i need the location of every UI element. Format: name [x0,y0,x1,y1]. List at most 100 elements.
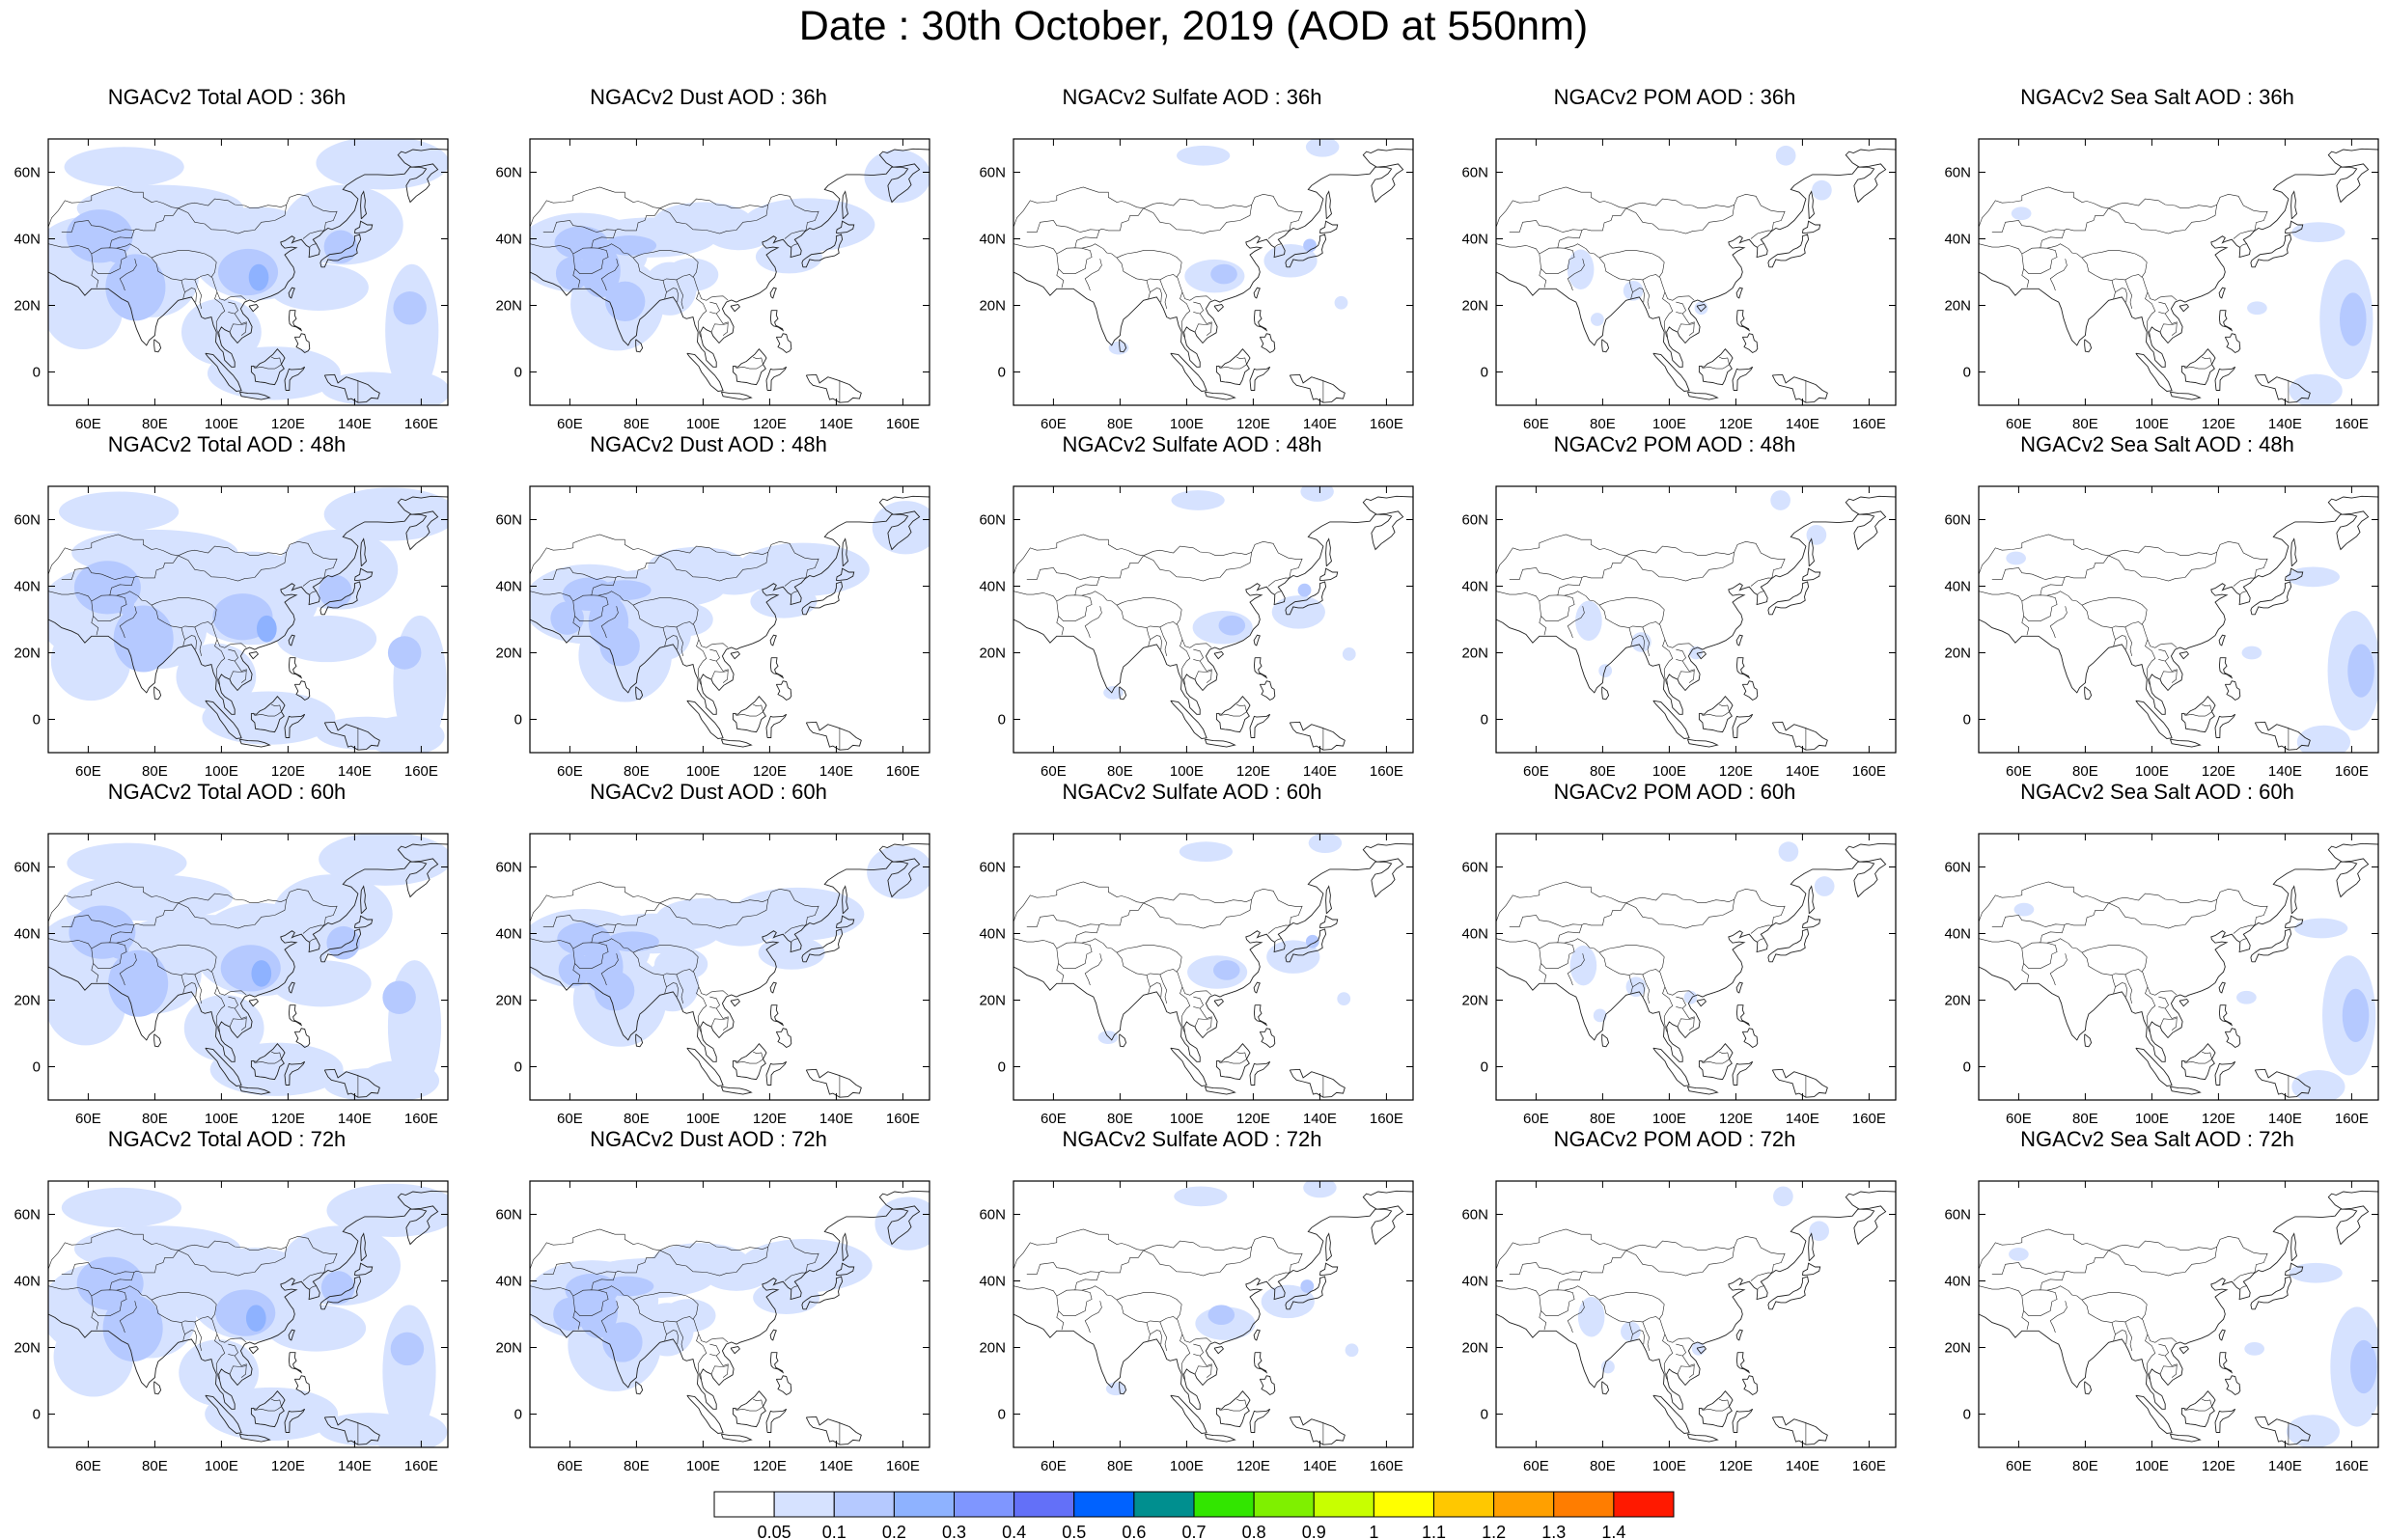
coastline [635,339,644,353]
country-border [2108,1247,2217,1277]
coastline [765,713,788,738]
coastline [1119,1033,1127,1048]
coastline [720,1433,753,1443]
country-border [2233,1272,2255,1281]
coastline [1253,1329,1261,1341]
lat-tick-label: 40N [1944,232,1971,248]
map-panel-seasalt: NGACv2 Sea Salt AOD : 72h 60E 80E 100E 120E 1… [1930,1127,2384,1474]
aod-shade [604,281,646,322]
coastline [205,1047,242,1086]
country-border [1496,243,1540,255]
lon-tick-label: 120E [1236,763,1270,780]
lat-tick-label: 0 [998,712,1006,729]
lon-tick-label: 160E [2335,763,2369,780]
country-border [214,291,226,338]
lon-tick-label: 100E [1170,1458,1204,1474]
country-border [2159,1365,2178,1375]
country-border [1496,1285,1540,1297]
country-border [1218,356,1247,370]
country-border [184,288,197,303]
country-border [1193,301,1204,315]
colorbar-label: 0.5 [1062,1523,1086,1540]
country-border [1274,243,1282,248]
lat-tick-label: 0 [1481,1059,1488,1076]
country-border [1274,591,1282,595]
lat-tick-label: 0 [33,712,41,729]
coastline [769,657,785,679]
coastline [2290,885,2297,915]
country-border [180,975,185,994]
country-border [2158,1354,2178,1378]
coastline [1696,650,1707,660]
coastline [1771,721,1828,751]
coastline [288,1352,303,1374]
lat-tick-label: 20N [1944,646,1971,662]
coastline [1213,998,1225,1007]
aod-shade [256,615,277,643]
map-plot: 60E 80E 100E 120E 140E 160E 0 20N 40N 60N [495,485,930,780]
coastline [1496,495,1896,715]
coastline [720,391,753,400]
aod-shade [1266,940,1320,974]
country-border [48,938,93,949]
map-plot: 60E 80E 100E 120E 140E 160E 0 20N 40N 60N [979,1180,1414,1474]
lon-tick-label: 60E [1523,416,1549,432]
country-border [666,288,679,303]
lon-tick-label: 140E [819,416,853,432]
map-plot: 60E 80E 100E 120E 140E 160E 0 20N 40N 60N [14,138,449,432]
coastline [248,998,260,1007]
colorbar-swatch [1433,1491,1495,1518]
country-border [109,193,338,248]
lon-tick-label: 160E [886,416,920,432]
map-background [1496,834,1896,1100]
colorbar-swatch [1013,1491,1075,1518]
country-border [1557,193,1786,248]
aod-shade [2291,222,2345,242]
coastline [238,738,271,748]
panel-title: NGACv2 Sea Salt AOD : 48h [2020,432,2294,456]
lon-tick-label: 100E [686,416,720,432]
lon-tick-label: 100E [2135,1458,2169,1474]
coastline [1808,190,1815,220]
aod-field [48,1181,448,1447]
coastline [1741,1028,1759,1049]
country-border [1084,953,1102,986]
country-border [696,986,708,1032]
aod-field [1979,486,2378,753]
country-border [178,1247,287,1277]
aod-shade [1345,1343,1359,1358]
country-border [1662,291,1674,338]
coastline [769,1329,777,1341]
lon-tick-label: 80E [624,1111,650,1127]
lon-tick-label: 80E [1590,1458,1616,1474]
lon-tick-label: 160E [404,1458,438,1474]
lat-tick-label: 0 [998,1407,1006,1423]
aod-shade [600,1276,654,1297]
aod-shade [867,845,930,899]
coastline [2179,650,2190,660]
lat-tick-label: 60N [979,1207,1006,1224]
country-border [2115,1330,2127,1345]
coastline [250,1043,286,1081]
aod-shade [1263,244,1318,278]
coastline [205,1394,242,1434]
lat-tick-label: 0 [1481,712,1488,729]
country-border [2111,627,2116,646]
country-border [1509,567,1583,580]
lon-tick-label: 100E [205,416,238,432]
country-border [229,671,247,680]
country-border [109,1235,338,1290]
plot-frame [529,138,930,406]
country-border [2124,1321,2133,1351]
aod-shade [2342,988,2370,1042]
country-border [1701,703,1730,717]
country-border [1991,220,2066,233]
coastline [530,495,930,715]
country-border [91,1289,127,1316]
lat-tick-label: 60N [495,165,522,181]
coastline [1698,348,1734,386]
colorbar-swatch [1253,1491,1315,1518]
coastline [1698,696,1734,733]
country-border [1642,279,1651,309]
country-border [48,1228,179,1270]
